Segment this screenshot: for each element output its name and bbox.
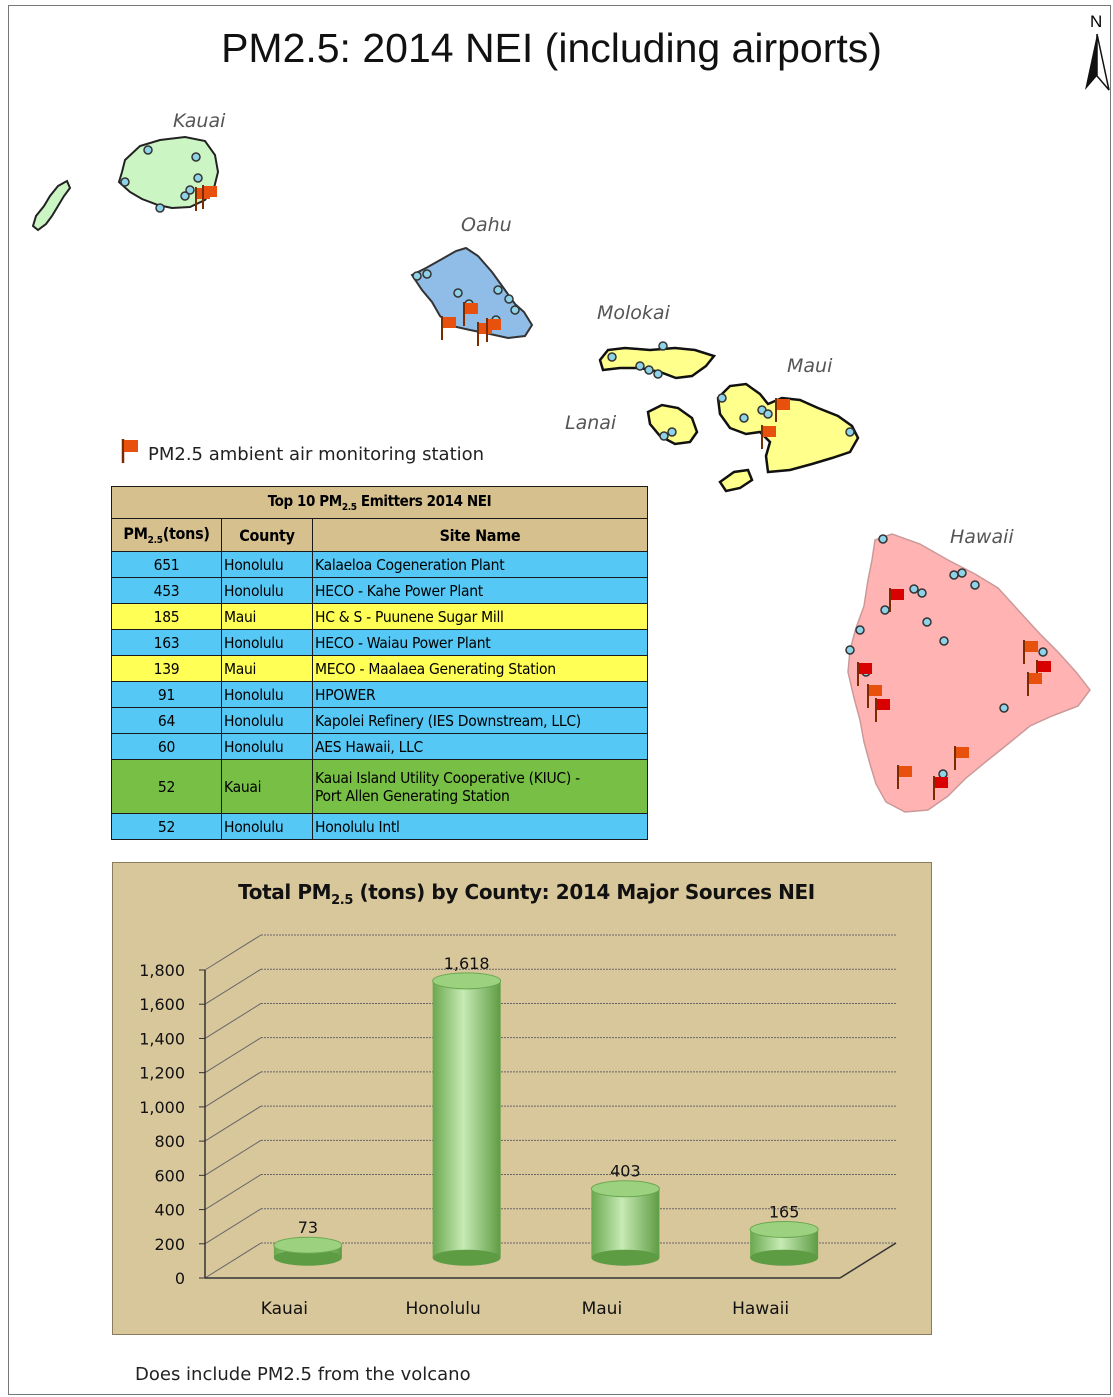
cell-site: Kalaeloa Cogeneration Plant [312,551,648,578]
cell-county: Maui [221,655,313,682]
volcano-note: Does include PM2.5 from the volcano [135,1364,471,1385]
col-header-site: Site Name [312,518,648,552]
island-kahoolawe [718,468,754,493]
island-maui [716,382,860,474]
cell-county: Honolulu [221,551,313,578]
island-map [31,135,1091,813]
island-label-maui: Maui [787,355,833,377]
table-row: 163 Honolulu HECO - Waiau Power Plant [111,629,648,656]
table-row: 52 Kauai Kauai Island Utility Cooperative … [111,759,648,814]
cell-pm: 60 [111,733,222,760]
cell-site: Kapolei Refinery (IES Downstream, LLC) [312,707,648,734]
cell-pm: 91 [111,681,222,708]
cell-pm: 185 [111,603,222,630]
emission-site-markers [120,145,1048,779]
north-label: N [1090,12,1103,31]
cell-pm: 163 [111,629,222,656]
map-legend: PM2.5 ambient air monitoring station [120,438,484,465]
table-caption: Top 10 PM2.5 Emitters 2014 NEI [111,486,648,519]
cell-county: Honolulu [221,707,313,734]
cell-site: HC & S - Puunene Sugar Mill [312,603,648,630]
island-label-molokai: Molokai [597,302,670,324]
cell-site-line2: Port Allen Generating Station [315,786,510,805]
orange-flag-icon [121,439,138,463]
cell-county: Maui [221,603,313,630]
cell-pm: 52 [111,813,222,840]
chart-title: Total PM2.5 (tons) by County: 2014 Major… [238,880,815,908]
legend-label: PM2.5 ambient air monitoring station [148,444,485,465]
cell-county: Kauai [221,759,313,814]
cell-pm: 139 [111,655,222,682]
map-frame [8,5,1111,1395]
monitoring-station-flags [195,185,1051,800]
cell-pm: 453 [111,577,222,604]
cell-site-line1: Kauai Island Utility Cooperative (KIUC) … [315,768,580,787]
top-emitters-table: Top 10 PM2.5 Emitters 2014 NEI PM2.5(ton… [111,486,648,840]
cell-pm: 651 [111,551,222,578]
cell-county: Honolulu [221,681,313,708]
cell-site: AES Hawaii, LLC [312,733,648,760]
table-row: 139 Maui MECO - Maalaea Generating Station [111,655,648,682]
island-label-kauai: Kauai [173,110,226,132]
col-header-county: County [221,518,313,552]
cell-site: Honolulu Intl [312,813,648,840]
table-row: 60 Honolulu AES Hawaii, LLC [111,733,648,760]
table-row: 651 Honolulu Kalaeloa Cogeneration Plant [111,551,648,578]
island-lanai [646,403,699,446]
cell-county: Honolulu [221,813,313,840]
cell-site: Kauai Island Utility Cooperative (KIUC) … [312,759,648,814]
map-title: PM2.5: 2014 NEI (including airports) [221,25,882,71]
north-arrow-icon: N [1078,12,1112,92]
cell-site: HECO - Kahe Power Plant [312,577,648,604]
cell-county: Honolulu [221,577,313,604]
cell-county: Honolulu [221,733,313,760]
island-niihau [31,179,72,232]
cell-site: HPOWER [312,681,648,708]
table-row: 91 Honolulu HPOWER [111,681,648,708]
cell-county: Honolulu [221,629,313,656]
island-label-hawaii: Hawaii [950,526,1014,548]
table-row: 52 Honolulu Honolulu Intl [111,813,648,840]
cell-site: HECO - Waiau Power Plant [312,629,648,656]
island-oahu [410,246,534,340]
island-label-oahu: Oahu [461,214,512,236]
table-row: 64 Honolulu Kapolei Refinery (IES Downstre… [111,707,648,734]
table-row: 453 Honolulu HECO - Kahe Power Plant [111,577,648,604]
cell-site: MECO - Maalaea Generating Station [312,655,648,682]
table-row: 185 Maui HC & S - Puunene Sugar Mill [111,603,648,630]
island-molokai [598,346,717,380]
north-arrow-shape [1085,33,1110,91]
island-label-lanai: Lanai [565,412,617,434]
chart-panel [112,862,932,1335]
island-hawaii [847,533,1091,813]
col-header-pm: PM2.5(tons) [111,518,222,552]
cell-pm: 64 [111,707,222,734]
cell-pm: 52 [111,759,222,814]
